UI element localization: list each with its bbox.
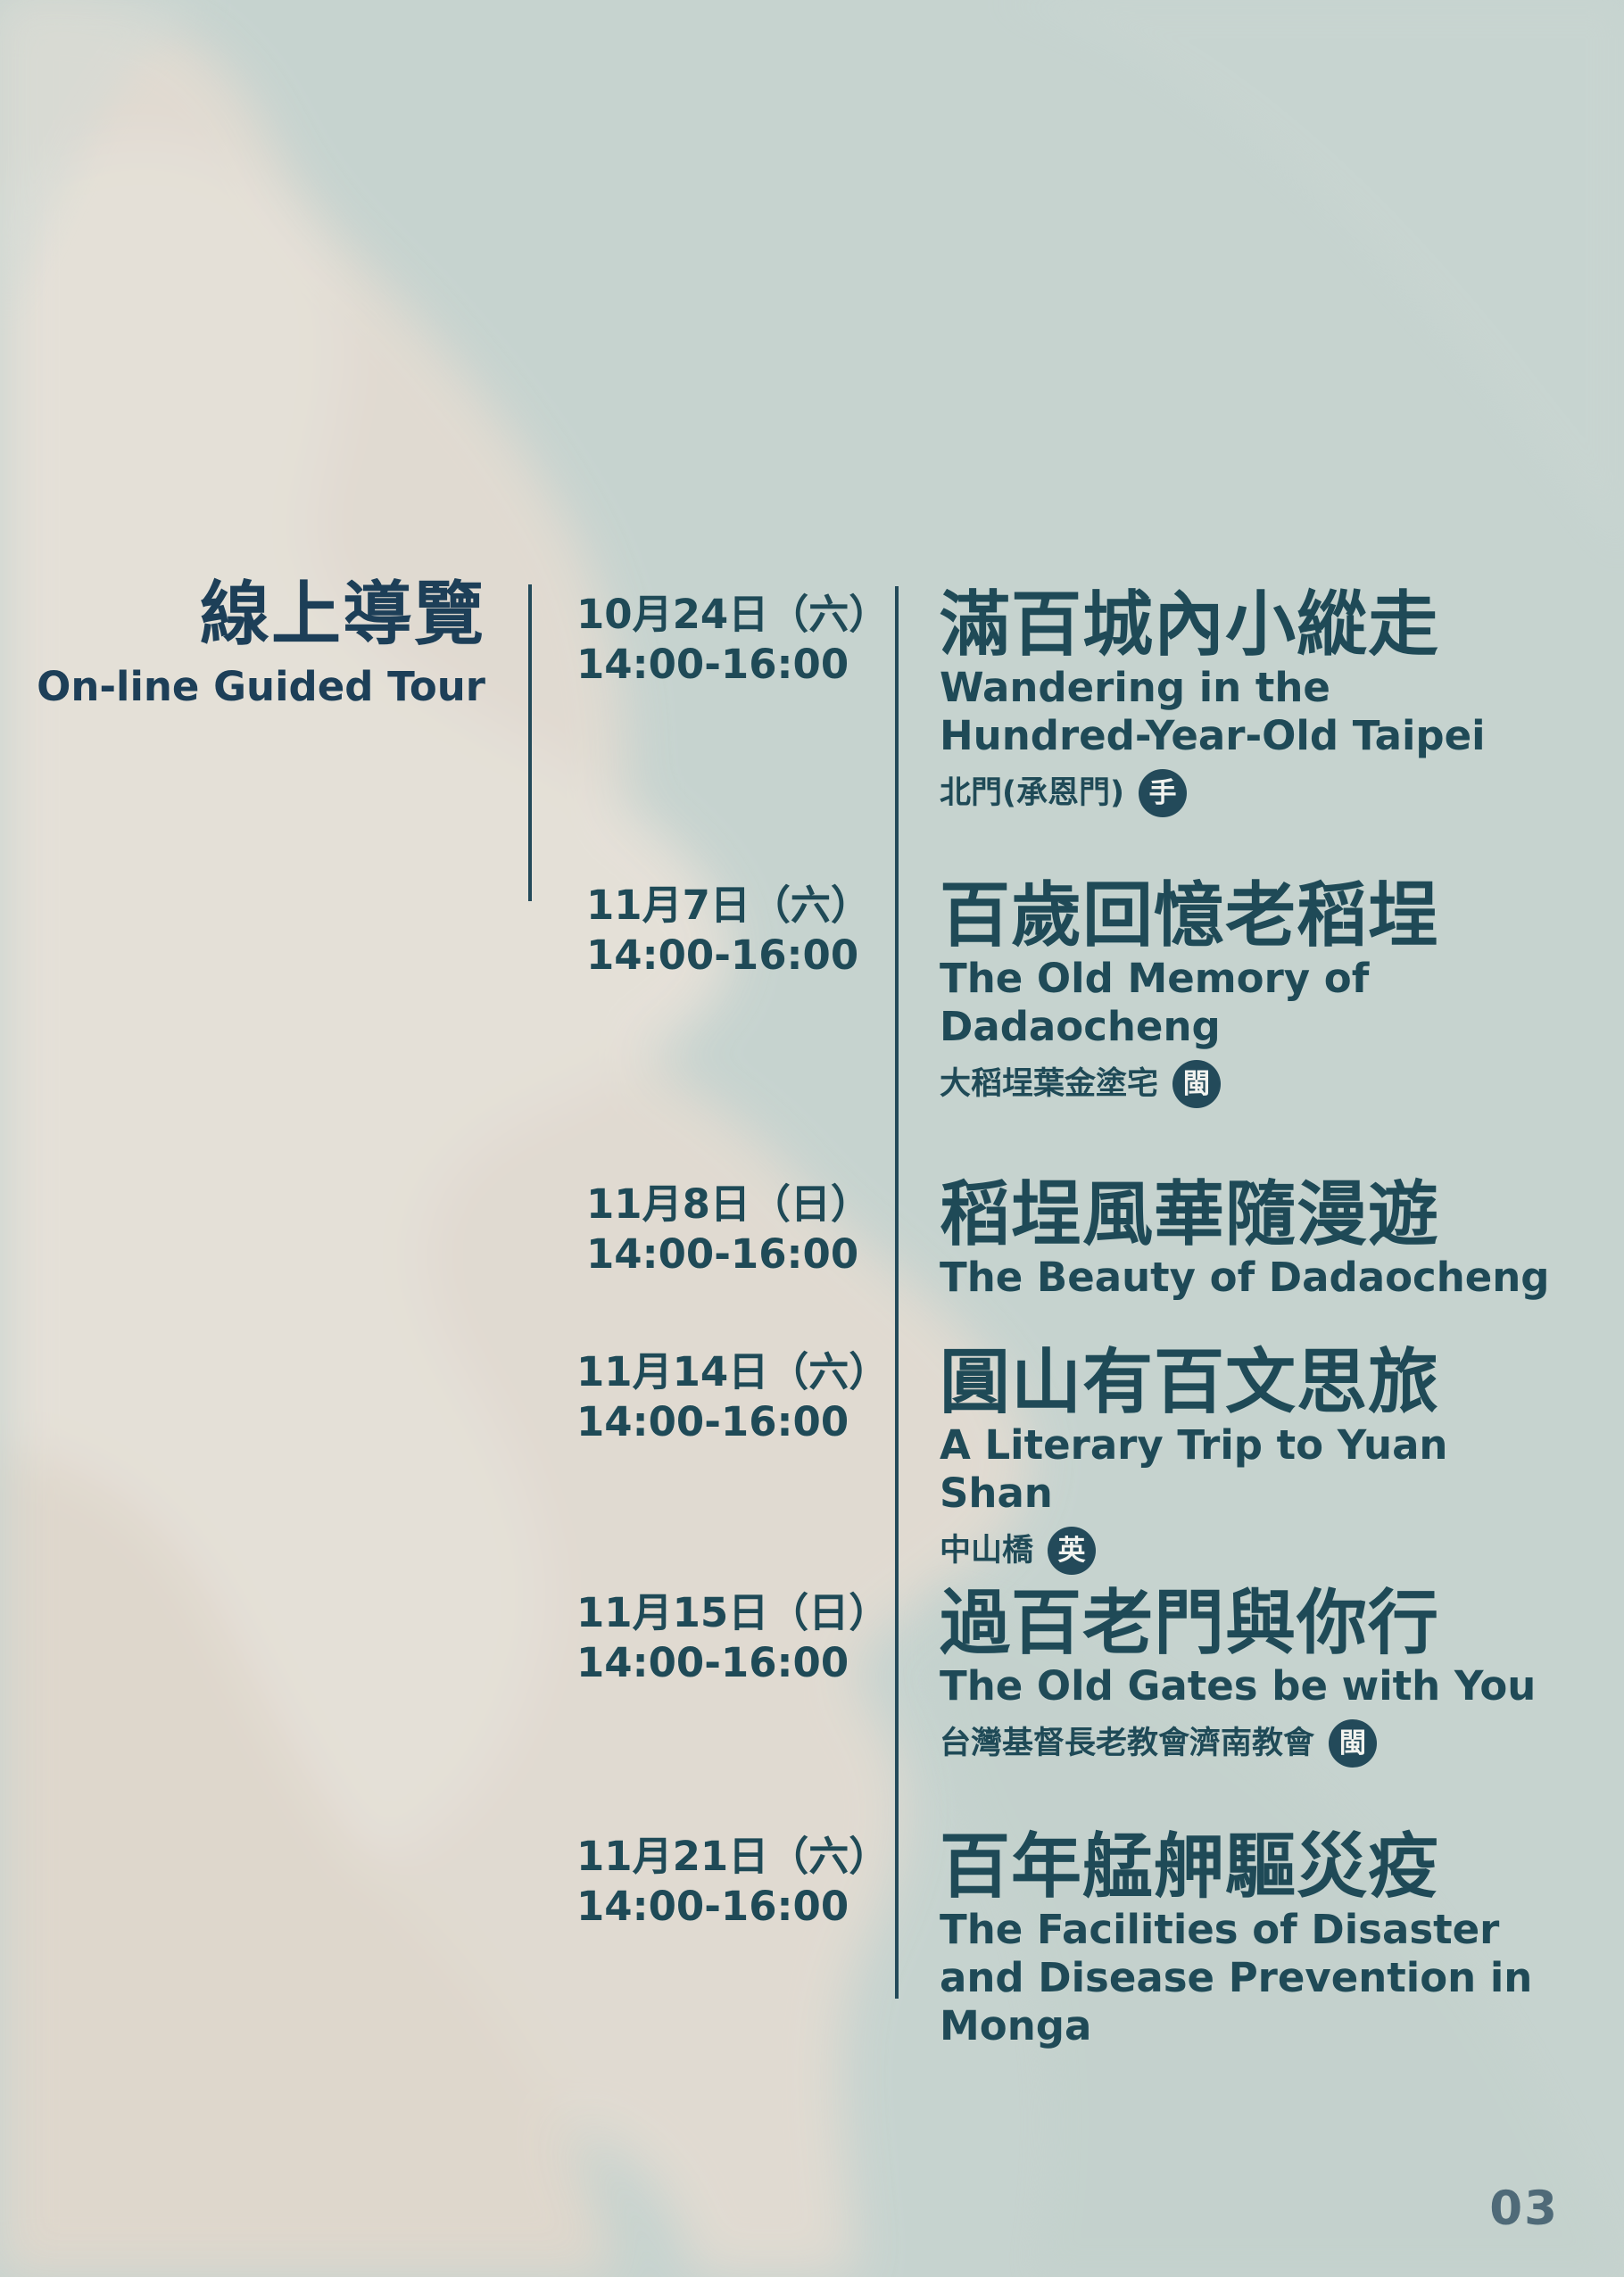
event-title-chinese: 圓山有百文思旅	[940, 1341, 1439, 1423]
event-title-english: The Facilities of Disaster and Disease P…	[940, 1906, 1533, 2049]
location-name: 大稻埕葉金塗宅	[940, 1065, 1159, 1102]
event-title-english: The Old Memory of Dadaocheng	[940, 955, 1370, 1050]
event-details: 圓山有百文思旅 A Literary Trip to Yuan Shan 中山橋…	[940, 1347, 1569, 1575]
event-date-time: 10月24日（六） 14:00-16:00	[576, 590, 1451, 690]
location-name: 中山橋	[940, 1532, 1034, 1569]
event-title-chinese: 百歲回憶老稻埕	[940, 874, 1439, 956]
section-title-english: On-line Guided Tour	[37, 663, 485, 710]
event-details: 滿百城內小縱走 Wandering in the Hundred-Year-Ol…	[940, 590, 1569, 817]
event-date-time: 11月21日（六） 14:00-16:00	[576, 1832, 1451, 1932]
event-location: 台灣基督長老教會濟南教會 閩	[940, 1719, 1569, 1768]
event-date: 11月8日（日）	[586, 1180, 871, 1228]
event-date: 11月15日（日）	[576, 1589, 890, 1636]
event-title-chinese: 滿百城內小縱走	[940, 584, 1439, 666]
event-date-time: 11月14日（六） 14:00-16:00	[576, 1347, 1451, 1447]
section-title: 線上導覽 On-line Guided Tour	[37, 580, 485, 708]
event-details: 百年艋舺驅災疫 The Facilities of Disaster and D…	[940, 1832, 1569, 2050]
event-date-time: 11月8日（日） 14:00-16:00	[586, 1180, 1461, 1279]
event-date-time: 11月15日（日） 14:00-16:00	[576, 1588, 1451, 1688]
event-date: 11月21日（六）	[576, 1833, 890, 1880]
language-badge: 閩	[1172, 1060, 1222, 1108]
event-title-chinese: 過百老門與你行	[940, 1582, 1439, 1664]
location-name: 北門(承恩門)	[940, 774, 1124, 811]
event-title-english: A Literary Trip to Yuan Shan	[940, 1421, 1448, 1517]
section-title-chinese: 線上導覽	[199, 575, 485, 655]
event-location: 中山橋 英	[940, 1527, 1569, 1575]
language-badge: 閩	[1329, 1719, 1378, 1768]
page-number: 03	[1489, 2182, 1559, 2236]
event-location: 北門(承恩門) 手	[940, 769, 1569, 817]
event-date: 11月7日（六）	[586, 882, 871, 929]
language-badge: 手	[1139, 769, 1187, 817]
event-time: 14:00-16:00	[576, 641, 849, 688]
location-name: 台灣基督長老教會濟南教會	[940, 1725, 1315, 1761]
event-time: 14:00-16:00	[576, 1398, 849, 1445]
event-time: 14:00-16:00	[586, 932, 859, 979]
event-date-time: 11月7日（六） 14:00-16:00	[586, 881, 1461, 981]
event-details: 過百老門與你行 The Old Gates be with You 台灣基督長老…	[940, 1588, 1569, 1768]
section-divider-line	[528, 584, 532, 901]
schedule-divider-line	[895, 586, 899, 1999]
event-title-english: The Old Gates be with You	[940, 1662, 1537, 1710]
event-date: 11月14日（六）	[576, 1348, 890, 1395]
event-time: 14:00-16:00	[576, 1883, 849, 1930]
event-details: 稻埕風華隨漫遊 The Beauty of Dadaocheng	[940, 1180, 1569, 1302]
language-badge: 英	[1048, 1527, 1097, 1575]
event-date: 10月24日（六）	[576, 591, 890, 638]
event-title-english: Wandering in the Hundred-Year-Old Taipei	[940, 664, 1486, 759]
event-details: 百歲回憶老稻埕 The Old Memory of Dadaocheng 大稻埕…	[940, 881, 1569, 1108]
event-location: 大稻埕葉金塗宅 閩	[940, 1060, 1569, 1108]
event-time: 14:00-16:00	[576, 1639, 849, 1686]
cream-watercolor-shape	[0, 0, 1031, 2277]
event-title-english: The Beauty of Dadaocheng	[940, 1254, 1550, 1301]
event-time: 14:00-16:00	[586, 1230, 859, 1278]
event-title-chinese: 百年艋舺驅災疫	[940, 1826, 1439, 1908]
event-title-chinese: 稻埕風華隨漫遊	[940, 1173, 1439, 1255]
